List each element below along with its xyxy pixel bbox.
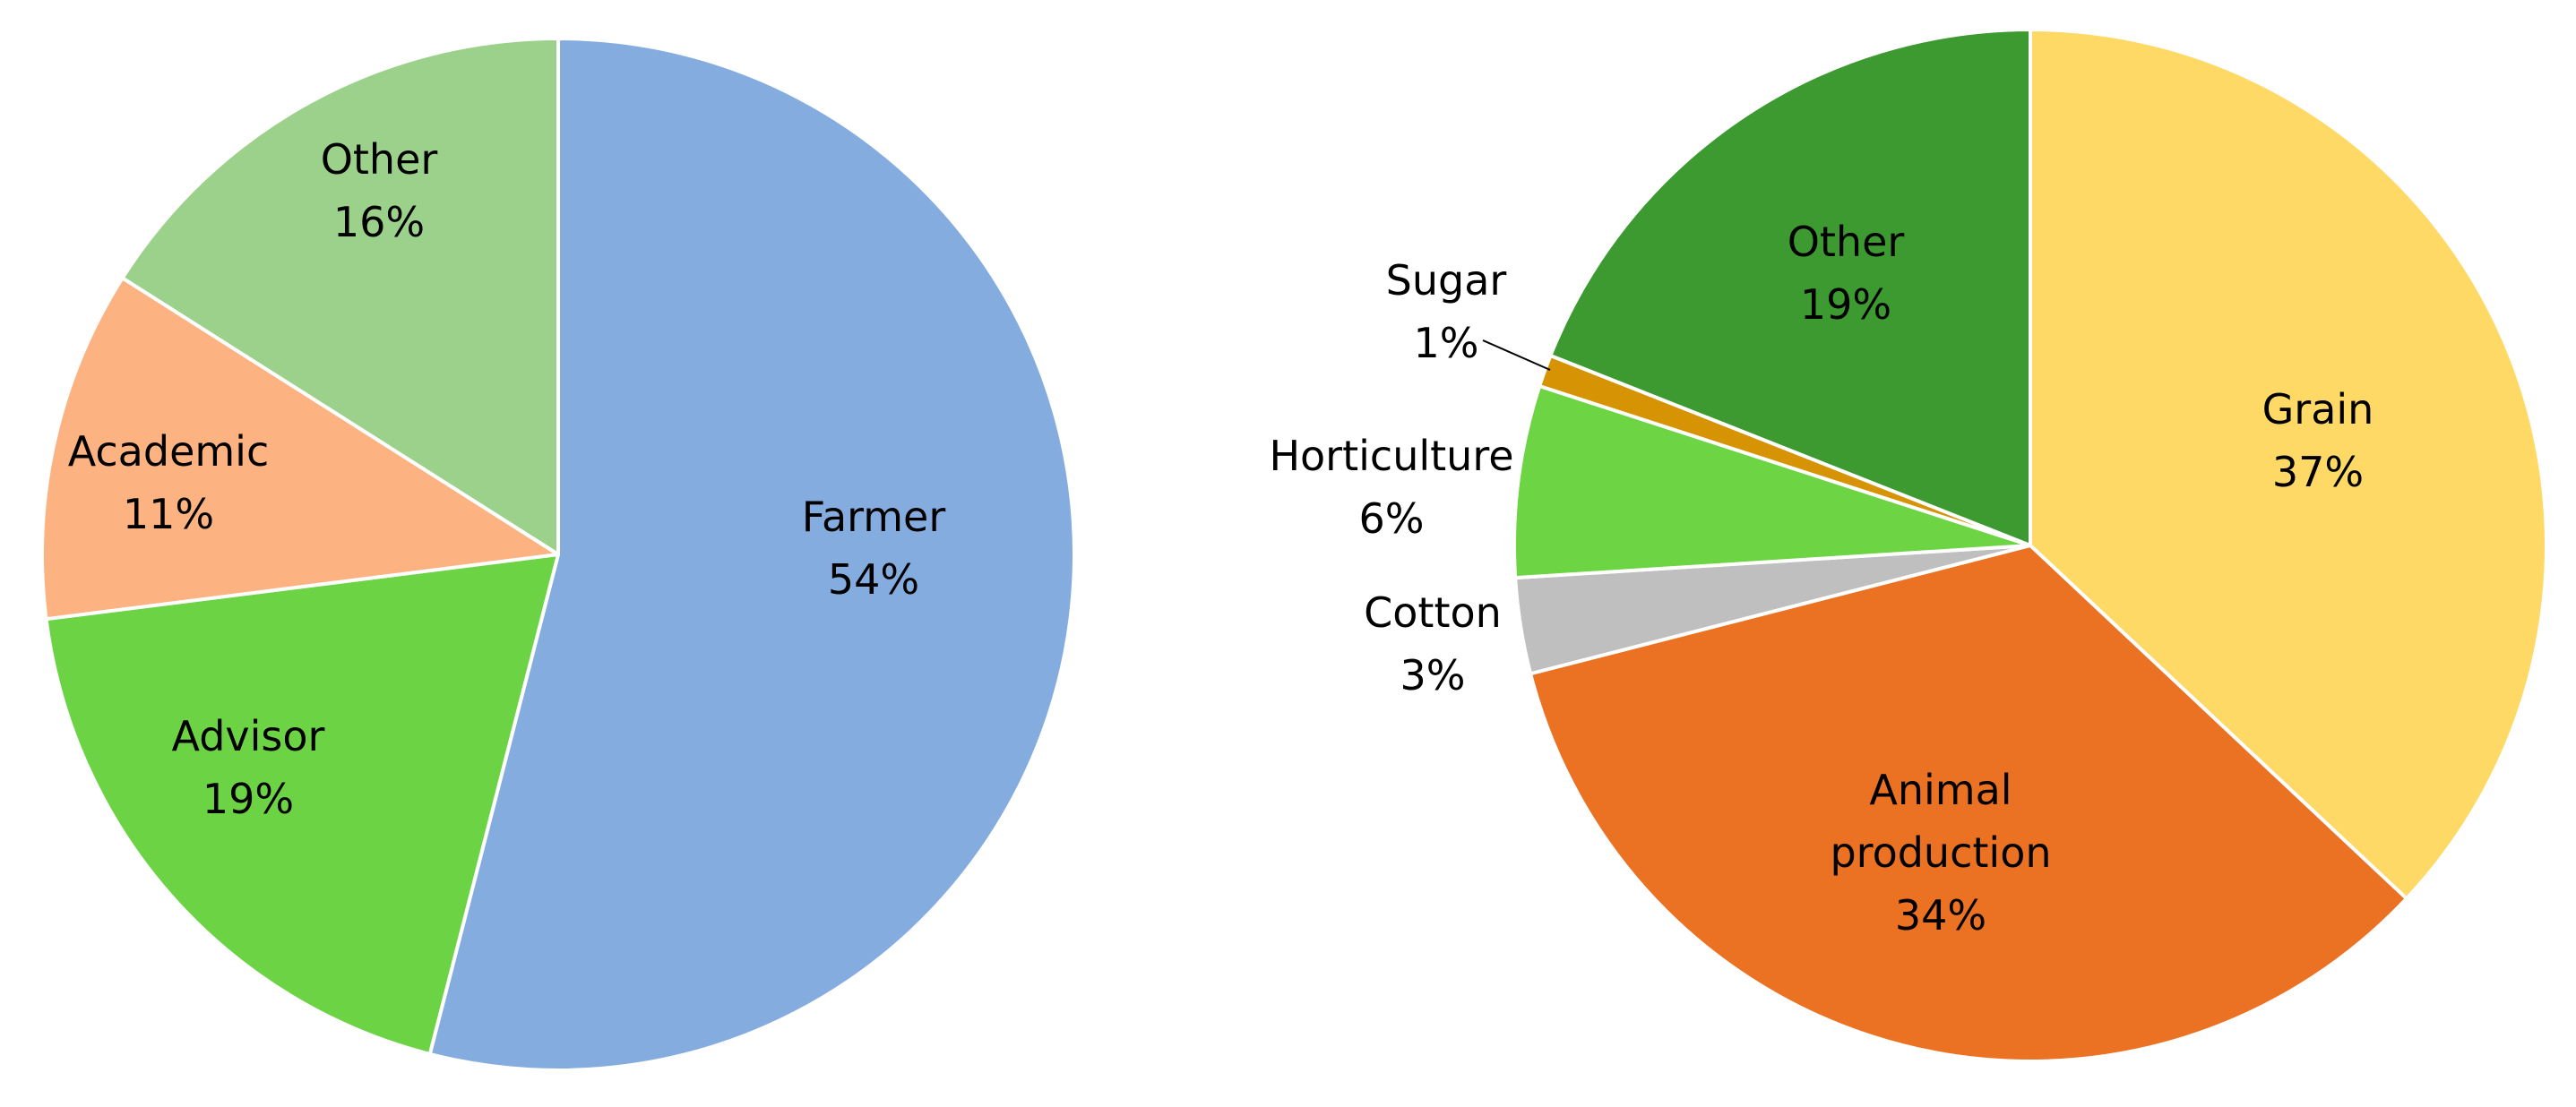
slice-category-text: Farmer [802,493,946,541]
slice-percent-text: 37% [2272,448,2364,496]
slice-percent-text: 11% [123,490,214,538]
role-data-label-other: Other 16% [321,135,438,246]
slice-percent-text: 1% [1414,319,1479,367]
slice-category-text: Cotton [1364,588,1502,637]
role-slice-academic [40,276,560,622]
slice-category-text: Other [1788,218,1905,266]
slice-category-text: Academic [68,427,270,476]
sector-slice-animal-production [1529,544,2408,1063]
slice-category-text: production [1830,828,2051,877]
sector-data-label-animal-production: Animal production 34% [1830,766,2051,940]
slice-percent-text: 16% [333,198,425,246]
role-slice-other [120,37,560,556]
sector-slice-other [1548,28,2032,547]
sector-data-label-horticulture: Horticulture 6% [1269,432,1513,543]
sector-data-label-sugar: Sugar 1% [1386,256,1507,367]
sector-data-label-grain: Grain 37% [2262,385,2374,496]
pie-chart-role: Farmer 54% Advisor 19% Academic 11% Other 16% [40,37,1076,1072]
slice-category-text: Advisor [172,712,325,760]
sector-leader-line-sugar [1482,339,1551,371]
slice-category-text: Animal [1869,766,2012,814]
role-data-label-farmer: Farmer 54% [802,493,946,604]
role-data-label-academic: Academic 11% [68,427,270,538]
sector-data-label-other: Other 19% [1788,218,1905,329]
slice-category-text: Grain [2262,385,2374,433]
role-slice-farmer [427,37,1076,1072]
slice-category-text: Sugar [1386,256,1507,305]
role-data-label-advisor: Advisor 19% [172,712,325,823]
slice-category-text: Other [321,135,438,184]
slice-percent-text: 6% [1359,494,1425,543]
sector-data-label-cotton: Cotton 3% [1364,588,1502,699]
slice-category-text: Horticulture [1269,432,1513,480]
slice-percent-text: 19% [1800,280,1891,329]
slice-percent-text: 3% [1400,651,1466,699]
sector-slice-horticulture [1512,384,2032,580]
slice-percent-text: 54% [828,555,919,604]
pie-chart-sector: Grain 37% Animal production 34% Cotton 3% Horti… [1269,28,2548,1063]
role-slice-advisor [44,553,560,1056]
sector-slice-grain [2029,28,2548,901]
slice-percent-text: 19% [202,775,294,823]
slice-percent-text: 34% [1895,891,1986,940]
